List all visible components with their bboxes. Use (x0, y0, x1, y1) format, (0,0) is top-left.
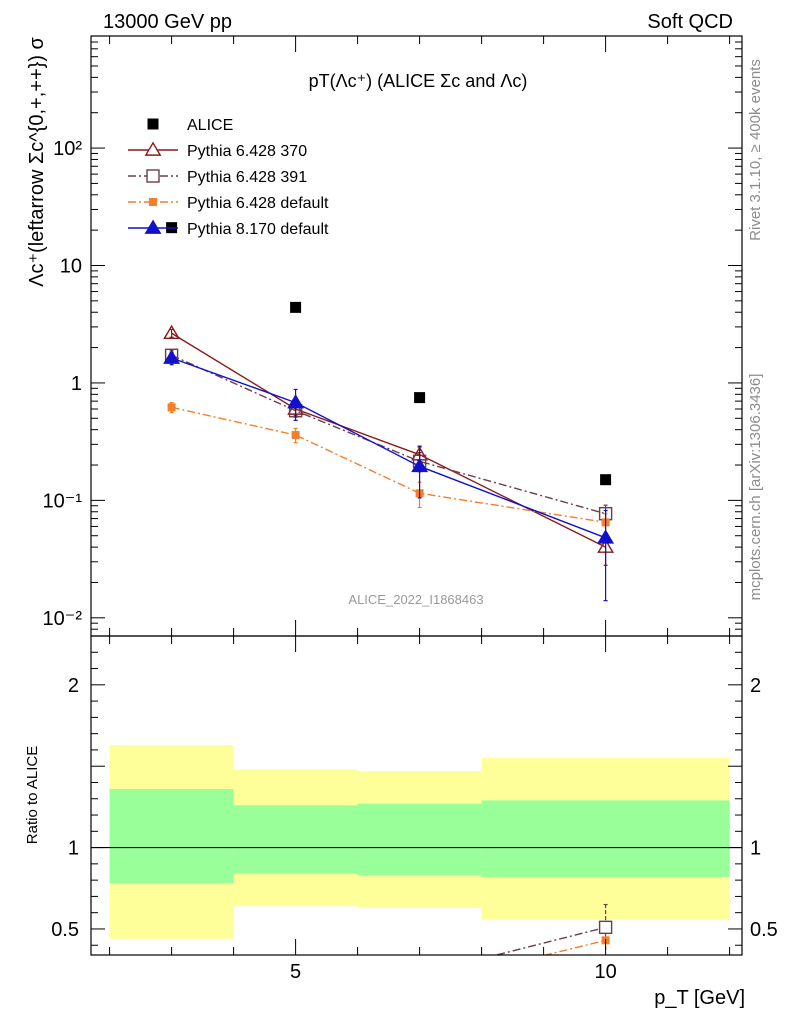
legend-entry: Pythia 8.170 default (128, 219, 329, 238)
legend-marker (144, 219, 162, 234)
data-point (600, 474, 612, 486)
data-point (598, 920, 613, 935)
ratio-y-tick-label: 2 (68, 675, 79, 697)
legend-entry: ALICE (147, 117, 233, 134)
legend-entry: Pythia 6.428 391 (128, 169, 307, 186)
legend-label: Pythia 6.428 391 (187, 169, 307, 186)
header-right: Soft QCD (647, 11, 733, 33)
data-point (290, 301, 302, 313)
data-point (291, 431, 300, 440)
ratio-y-tick-label-right: 0.5 (750, 919, 778, 941)
ratio-plot: 0.5 0.5 1 1 2 2 5 10 (51, 635, 778, 983)
data-point (597, 529, 615, 544)
y-tick-label: 10⁻¹ (43, 490, 83, 512)
main-y-axis-label: Λc⁺(leftarrow Σc^{0,+,++}) σ (26, 36, 48, 286)
chart-title: pT(Λc⁺) (ALICE Σc and Λc) (309, 71, 528, 91)
legend-label: ALICE (187, 117, 233, 134)
ratio-y-tick-label: 1 (68, 838, 79, 860)
legend-label: Pythia 6.428 default (187, 195, 329, 212)
legend: ALICE Pythia 6.428 370 Pythia 6.428 391 Pyt… (128, 117, 329, 238)
ratio-y-tick-label: 0.5 (51, 919, 79, 941)
data-point (163, 324, 181, 340)
uncertainty-band-inner (357, 803, 482, 876)
header-left: 13000 GeV pp (103, 11, 232, 33)
x-axis-label: p_T [GeV] (654, 987, 745, 1009)
series-pythia-8-170-default (163, 349, 615, 602)
ratio-frame (90, 635, 743, 956)
ratio-series-pythia-6-428-default (542, 936, 610, 955)
data-point (414, 392, 426, 404)
rivet-label: Rivet 3.1.10, ≥ 400k events (747, 59, 764, 241)
y-tick-label: 10² (53, 138, 82, 160)
data-point (411, 457, 429, 473)
ratio-y-tick-label-right: 2 (750, 675, 761, 697)
x-tick-label: 5 (290, 961, 301, 983)
main-plot: 10⁻² 10⁻¹ 1 10 10² (43, 35, 743, 637)
legend-marker (146, 169, 160, 183)
series-alice (166, 222, 612, 486)
legend-entry: Pythia 6.428 default (128, 195, 329, 212)
legend-entry: Pythia 6.428 370 (128, 141, 307, 160)
data-point (163, 349, 181, 364)
data-point (287, 394, 305, 409)
series-line (171, 406, 606, 524)
uncertainty-band-inner (233, 805, 358, 874)
mcplots-label: mcplots.cern.ch [arXiv:1306.3436] (747, 374, 764, 601)
series-line (542, 939, 606, 955)
data-point (167, 403, 176, 412)
uncertainty-band-inner (109, 788, 234, 884)
y-tick-label: 10⁻² (43, 608, 83, 630)
uncertainty-band-inner (481, 800, 730, 877)
legend-label: Pythia 8.170 default (187, 221, 329, 238)
series-line (171, 332, 606, 548)
legend-label: Pythia 6.428 370 (187, 143, 307, 160)
y-tick-label: 1 (71, 373, 82, 395)
series-pythia-6-428-391 (164, 348, 613, 525)
series-line (171, 354, 606, 515)
y-tick-label: 10 (60, 255, 82, 277)
series-pythia-6-428-370 (163, 324, 615, 566)
legend-marker (147, 118, 159, 130)
ratio-y-tick-label-right: 1 (750, 838, 761, 860)
legend-marker (149, 198, 157, 206)
series-line (171, 357, 606, 539)
legend-marker (144, 141, 162, 156)
series-line (493, 926, 606, 955)
ratio-y-axis-label: Ratio to ALICE (24, 746, 41, 844)
x-tick-label: 10 (594, 961, 616, 983)
analysis-watermark: ALICE_2022_I1868463 (348, 592, 483, 607)
